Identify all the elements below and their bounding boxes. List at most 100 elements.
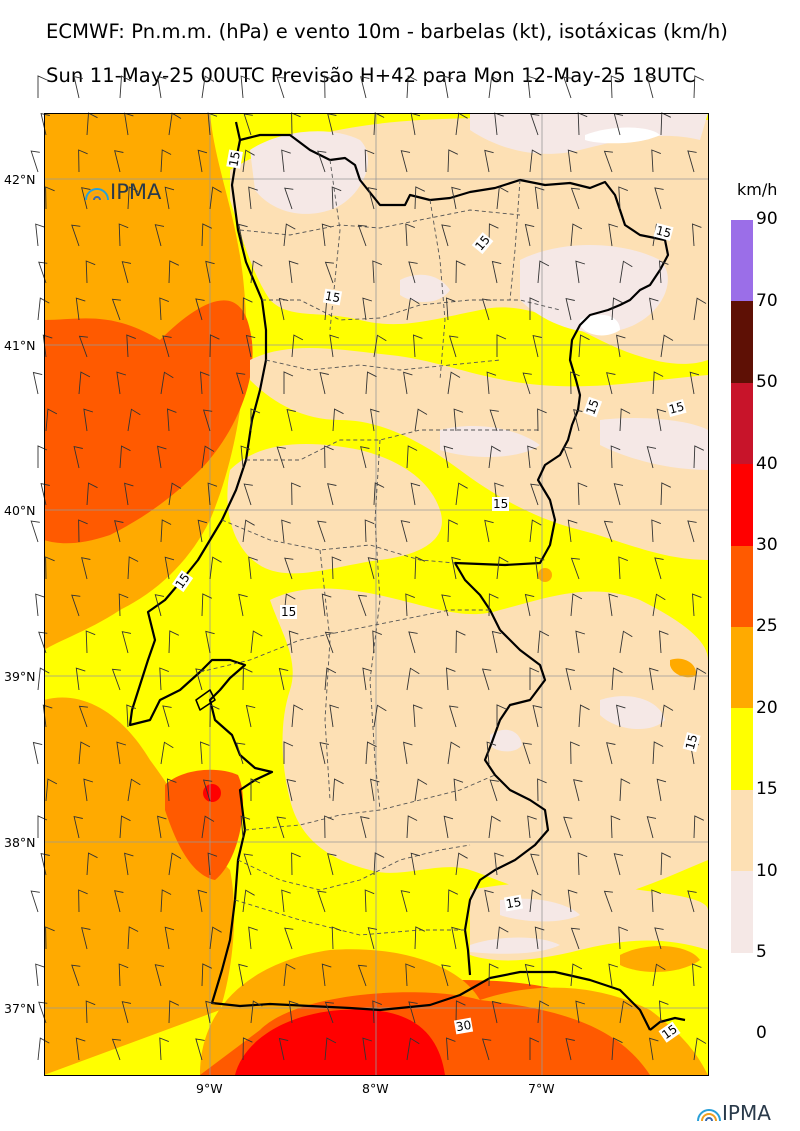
wind-barb: [408, 1001, 418, 1024]
wind-barb: [126, 334, 136, 358]
wind-barb: [160, 149, 172, 173]
ipma-logo-icon: [697, 1109, 721, 1122]
wind-barb: [606, 372, 616, 395]
wind-barb: [78, 149, 88, 173]
wind-barb: [616, 704, 626, 728]
wind-barb: [42, 334, 53, 358]
wind-barb: [209, 926, 222, 950]
wind-barb: [367, 557, 378, 580]
wind-barb: [276, 816, 286, 839]
wind-barb: [83, 408, 94, 432]
wind-barb: [73, 446, 83, 469]
wind-barb: [73, 76, 83, 99]
colorbar-swatch: [731, 952, 753, 1035]
wind-barb: [324, 75, 334, 99]
wind-barb: [207, 852, 218, 876]
wind-barb: [111, 1038, 121, 1061]
wind-barb: [651, 149, 661, 173]
wind-barb: [317, 520, 327, 543]
wind-barb: [410, 482, 421, 506]
wind-barb: [209, 334, 220, 358]
lat-label: 39°N: [4, 669, 36, 684]
wind-barb: [164, 186, 175, 210]
wind-barb: [496, 926, 509, 950]
wind-barb: [360, 816, 370, 839]
wind-barb: [529, 297, 540, 320]
wind-barb: [37, 75, 48, 98]
wind-barb: [563, 446, 573, 469]
colorbar-swatch: [731, 220, 753, 302]
wind-barb: [372, 1000, 382, 1024]
wind-barb: [656, 778, 667, 802]
wind-barb: [324, 1037, 337, 1061]
wind-barb: [573, 409, 583, 432]
wind-barb: [71, 594, 81, 617]
wind-barb: [32, 371, 43, 395]
wind-barb: [45, 556, 55, 580]
wind-barb: [484, 889, 494, 913]
wind-barb: [481, 668, 492, 691]
wind-barb: [619, 408, 631, 432]
wind-barb: [360, 446, 370, 469]
wind-barb: [441, 224, 451, 247]
wind-barb: [116, 371, 127, 395]
wind-barb: [243, 113, 253, 136]
wind-barb: [364, 149, 375, 173]
wind-barb: [651, 889, 661, 913]
wind-barb: [660, 852, 671, 876]
wind-barb: [85, 1000, 96, 1024]
wind-barb: [527, 75, 537, 99]
wind-barb: [616, 334, 626, 358]
wind-barb: [496, 186, 509, 210]
wind-barb: [364, 519, 375, 543]
wind-barb: [324, 445, 334, 469]
contour-label: 15: [492, 497, 510, 511]
wind-barb: [370, 408, 380, 432]
wind-barb: [611, 1037, 623, 1061]
wind-barb: [455, 482, 468, 506]
wind-barb: [414, 556, 425, 580]
wind-barb: [693, 297, 707, 321]
wind-barb: [207, 482, 218, 506]
wind-barb: [488, 445, 501, 469]
wind-barb: [565, 668, 575, 691]
wind-barb: [362, 297, 373, 321]
wind-barb: [240, 445, 251, 469]
wind-barb: [522, 742, 532, 765]
wind-barb: [154, 964, 165, 987]
wind-barb: [168, 1000, 179, 1024]
wind-barb: [578, 704, 590, 728]
wind-barb: [242, 667, 253, 691]
wind-barb: [111, 298, 121, 321]
wind-barb: [197, 149, 208, 173]
wind-barbs: [30, 75, 707, 1061]
wind-barb: [656, 408, 667, 432]
wind-barb: [652, 593, 666, 617]
wind-barb: [238, 223, 248, 247]
wind-barb: [119, 445, 131, 469]
wind-barb: [357, 594, 367, 617]
wind-barb: [447, 889, 458, 913]
wind-barb: [37, 667, 50, 691]
wind-barb: [660, 704, 674, 728]
wind-barb: [618, 926, 628, 950]
colorbar-swatch: [731, 545, 753, 628]
ipma-watermark: IPMA: [84, 180, 161, 204]
wind-barb: [406, 667, 420, 691]
wind-barb: [565, 298, 575, 321]
wind-barb: [524, 223, 535, 247]
wind-barb: [413, 704, 423, 728]
wind-barb: [606, 742, 616, 765]
wind-barb: [649, 667, 659, 691]
wind-barb: [496, 334, 507, 357]
wind-barb: [164, 556, 175, 580]
wind-barb: [373, 334, 387, 358]
wind-barb: [291, 482, 301, 506]
wind-barb: [524, 593, 535, 617]
wind-barb: [157, 445, 167, 469]
wind-barb: [32, 741, 43, 765]
wind-barb: [81, 557, 91, 580]
wind-barb: [400, 150, 411, 173]
wind-barb: [570, 593, 583, 617]
wind-barb: [532, 705, 542, 728]
